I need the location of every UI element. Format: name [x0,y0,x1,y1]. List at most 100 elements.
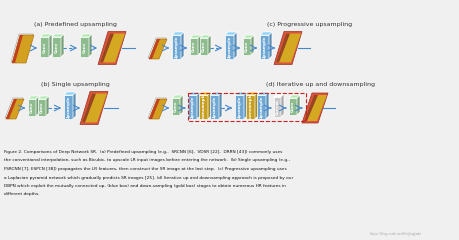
Polygon shape [73,92,76,119]
Polygon shape [61,34,64,57]
Polygon shape [82,94,96,122]
Polygon shape [235,92,247,95]
Text: Conv: Conv [291,101,295,112]
Polygon shape [274,97,281,117]
Polygon shape [235,95,244,119]
Text: (c) Progressive upsampling: (c) Progressive upsampling [268,22,353,27]
Polygon shape [260,32,272,35]
Polygon shape [12,35,23,63]
Polygon shape [200,38,208,55]
Polygon shape [225,35,234,59]
Text: (d) Iterative up and downsampling: (d) Iterative up and downsampling [265,82,375,87]
Text: FSRCNN [7], ESPCN [38]) propagates the LR features, then construct the SR image : FSRCNN [7], ESPCN [38]) propagates the L… [4,167,287,171]
Polygon shape [89,34,92,57]
Polygon shape [52,37,61,57]
Text: (a) Predefined upsampling: (a) Predefined upsampling [34,22,117,27]
Text: different depths.: different depths. [4,192,39,197]
Polygon shape [98,31,126,65]
Bar [188,93,306,121]
Polygon shape [297,95,300,115]
Text: (b) Single upsampling: (b) Single upsampling [41,82,109,87]
Polygon shape [6,99,17,119]
Polygon shape [210,95,219,119]
Text: Upsample: Upsample [228,35,231,59]
Polygon shape [100,34,125,62]
Text: Conv: Conv [174,101,178,112]
Polygon shape [180,95,183,115]
Text: Conv: Conv [83,41,86,53]
Polygon shape [148,38,166,58]
Polygon shape [172,98,180,115]
Polygon shape [208,92,211,119]
Polygon shape [304,95,318,121]
Polygon shape [274,94,284,97]
Polygon shape [243,35,254,38]
Polygon shape [208,35,211,55]
Polygon shape [12,35,34,63]
Polygon shape [246,92,258,95]
Polygon shape [5,98,23,118]
Polygon shape [6,99,24,119]
Polygon shape [210,92,222,95]
Polygon shape [149,99,160,119]
Polygon shape [274,31,302,65]
Polygon shape [197,92,200,119]
Polygon shape [172,95,183,98]
Polygon shape [289,95,300,98]
Polygon shape [52,34,64,37]
Polygon shape [100,34,114,62]
Polygon shape [64,92,76,95]
Text: Upsample: Upsample [213,95,217,119]
Text: Conv: Conv [43,41,46,53]
Polygon shape [80,37,89,57]
Text: Conv: Conv [245,41,249,52]
Polygon shape [80,91,108,125]
Polygon shape [276,34,301,62]
Polygon shape [149,99,167,119]
Polygon shape [219,92,222,119]
Polygon shape [190,35,201,38]
Polygon shape [276,34,290,62]
Polygon shape [199,95,208,119]
Text: Upsample: Upsample [263,35,267,59]
Polygon shape [244,92,247,119]
Text: Conv: Conv [192,41,196,52]
Polygon shape [188,95,197,119]
Text: Concat: Concat [275,99,280,115]
Text: Conv: Conv [202,41,206,52]
Text: Upsample: Upsample [67,95,71,119]
Text: Figure 2. Comparisons of Deep Network SR.  (a) Predefined upsampling (e.g.,  SRC: Figure 2. Comparisons of Deep Network SR… [4,150,282,154]
Polygon shape [225,32,237,35]
Polygon shape [40,37,49,57]
Text: Upsample: Upsample [190,95,195,119]
Polygon shape [269,32,272,59]
Text: DBPN which exploit the mutually connected up- (blue box) and down-sampling (gold: DBPN which exploit the mutually connecte… [4,184,286,188]
Polygon shape [234,32,237,59]
Text: Conv: Conv [30,102,34,113]
Polygon shape [80,34,92,37]
Polygon shape [198,35,201,55]
Polygon shape [149,39,160,59]
Polygon shape [289,98,297,115]
Text: Downsample: Downsample [248,92,252,122]
Polygon shape [46,96,49,116]
Text: a Laplacian pyramid network which gradually predicts SR images [25]. (d) Iterati: a Laplacian pyramid network which gradua… [4,175,293,180]
Text: Conv: Conv [55,41,58,53]
Polygon shape [257,92,269,95]
Text: Upsample: Upsample [259,95,263,119]
Polygon shape [188,92,200,95]
Polygon shape [200,35,211,38]
Polygon shape [40,34,52,37]
Text: https://blog.csdn.net/BeiJingJade: https://blog.csdn.net/BeiJingJade [370,232,422,236]
Polygon shape [266,92,269,119]
Polygon shape [243,38,251,55]
Polygon shape [199,92,211,95]
Text: Upsample: Upsample [174,35,179,59]
Polygon shape [190,38,198,55]
Polygon shape [82,94,107,122]
Polygon shape [257,95,266,119]
Polygon shape [49,34,52,57]
Polygon shape [302,93,328,123]
Text: Downsample: Downsample [202,92,206,122]
Polygon shape [38,99,46,116]
